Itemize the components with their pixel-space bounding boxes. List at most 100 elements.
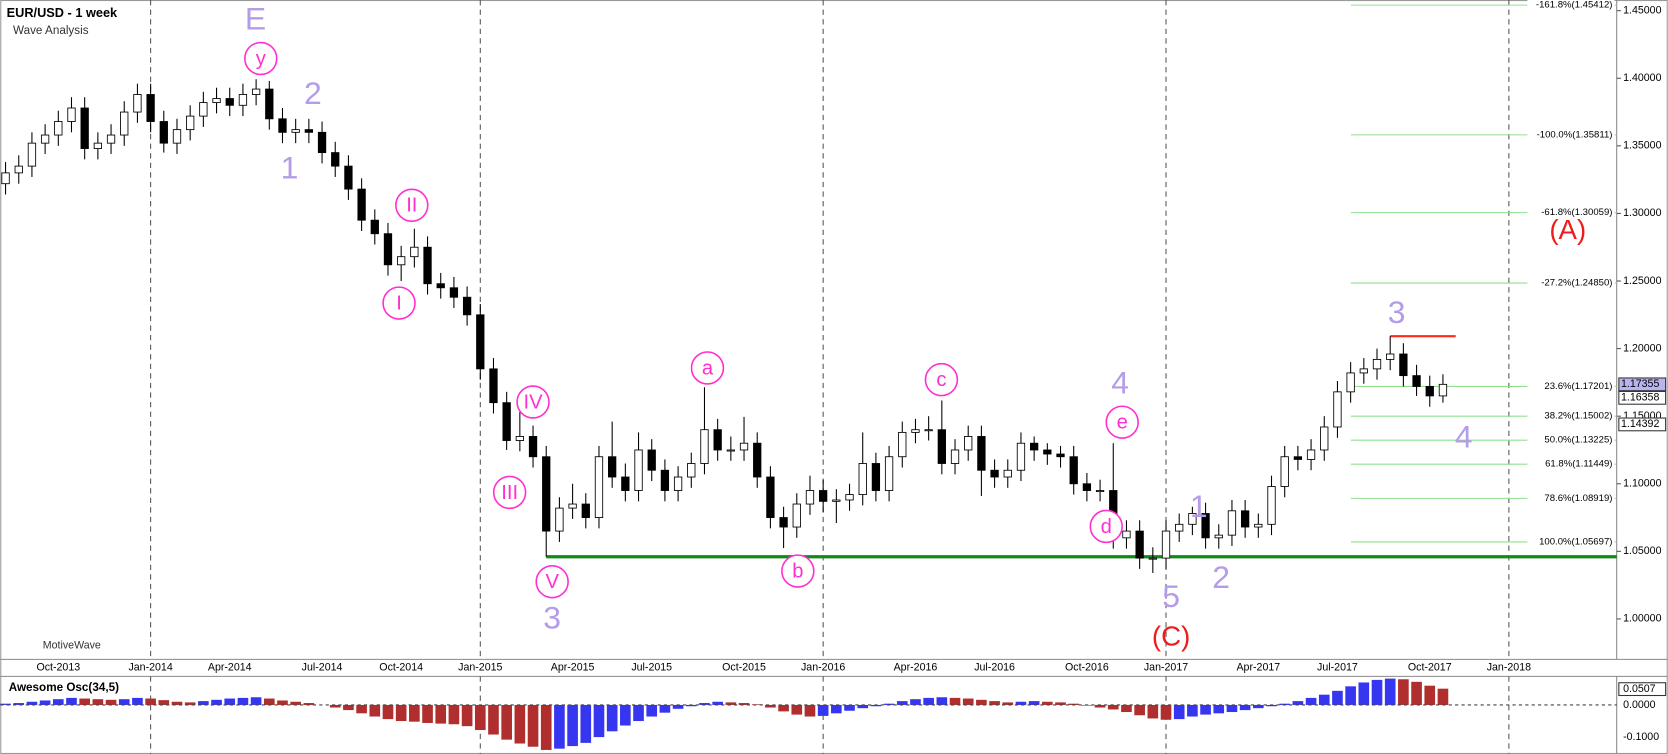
osc-bar (448, 704, 460, 725)
candle-body (502, 402, 511, 441)
osc-bar (1160, 704, 1172, 720)
osc-bar (39, 700, 51, 705)
candle-body (172, 129, 182, 144)
candle-body (159, 121, 168, 144)
fib-label-bg (1527, 276, 1615, 290)
candle-body (291, 129, 300, 133)
candle-body (1306, 449, 1316, 460)
osc-bar (1068, 703, 1080, 705)
wave-circle (1105, 405, 1139, 439)
candle-body (871, 463, 881, 491)
osc-bar (501, 704, 512, 740)
wave-circle (781, 554, 815, 588)
fib-label-bg (1527, 457, 1615, 471)
osc-bar (118, 699, 130, 705)
candle-body (1412, 375, 1421, 387)
candle-body (1386, 353, 1395, 360)
candle-body (304, 129, 314, 133)
osc-bar (1358, 682, 1370, 705)
wave-label: 4 (1455, 419, 1473, 455)
osc-bar (910, 699, 921, 705)
candle-body (1399, 353, 1408, 377)
osc-bar (461, 704, 473, 727)
wave-label: III (501, 482, 518, 504)
candle-body (884, 456, 894, 491)
price-box-label: 1.17355 (1621, 378, 1659, 390)
osc-bar (712, 701, 723, 705)
candle-body (845, 494, 854, 501)
osc-bar (659, 704, 671, 713)
osc-value-label: 0.0507 (1623, 683, 1656, 695)
candle-body (594, 456, 604, 518)
candle-body (146, 94, 155, 122)
x-tick-label: Oct-2016 (1065, 662, 1109, 674)
price-box (1618, 417, 1667, 432)
candle-body (581, 503, 590, 518)
osc-bar (1173, 704, 1185, 720)
candle-body (739, 442, 749, 451)
fib-label: 38.2%(1.15002) (1544, 411, 1612, 422)
osc-bar (738, 703, 750, 705)
osc-bar (1371, 679, 1383, 705)
candle-body (186, 115, 195, 131)
fib-label-bg (1527, 491, 1615, 505)
candle-body (489, 368, 498, 404)
candle-body (1214, 534, 1223, 539)
osc-bar (527, 704, 539, 747)
candle-body (1320, 426, 1329, 451)
wave-label: (C) (1152, 620, 1190, 651)
osc-bar (923, 697, 934, 705)
osc-bar (580, 704, 592, 743)
wave-label: a (702, 357, 714, 379)
x-tick-label: Jul-2014 (302, 662, 343, 674)
candle-body (634, 449, 643, 491)
candle-body (1346, 372, 1355, 393)
osc-bar (962, 698, 974, 705)
osc-bar (290, 701, 301, 705)
wave-label: I (396, 292, 402, 314)
wave-label: y (256, 48, 267, 70)
candle-body (1135, 530, 1144, 559)
osc-bar (1002, 702, 1014, 705)
wave-circle (690, 351, 725, 385)
osc-bar (343, 704, 354, 711)
osc-bar (1266, 704, 1277, 707)
candle-body (1333, 391, 1342, 428)
candle-body (344, 165, 353, 190)
candle-body (462, 296, 472, 316)
osc-bar (356, 704, 367, 714)
y-tick-label: 1.45000 (1623, 4, 1661, 16)
x-tick-label: Jan-2017 (1144, 662, 1188, 674)
candle-body (792, 503, 801, 528)
osc-bar (633, 704, 644, 722)
wave-label: V (545, 571, 559, 593)
candle-body (753, 442, 762, 478)
osc-bar (685, 704, 697, 707)
fib-label: -161.8%(1.45412) (1536, 0, 1613, 11)
osc-bar (132, 697, 143, 705)
candle-body (542, 456, 551, 532)
candle-body (726, 449, 735, 452)
osc-bar (936, 697, 948, 705)
osc-bar (1305, 697, 1317, 705)
candle-body (858, 463, 867, 496)
candle-body (568, 503, 577, 509)
x-tick-label: Apr-2014 (208, 662, 252, 674)
candle-body (397, 256, 406, 266)
osc-bar (1055, 702, 1066, 705)
candle-body (331, 152, 340, 167)
candle-body (1254, 523, 1263, 528)
osc-bar (92, 699, 104, 705)
candle-body (120, 111, 129, 136)
osc-bar (435, 704, 447, 724)
osc-bar (171, 701, 183, 705)
osc-bar (488, 704, 499, 735)
osc-bar (1239, 704, 1251, 711)
candle-body (1082, 483, 1092, 491)
osc-bar (79, 698, 90, 705)
y-tick-label: 1.20000 (1623, 342, 1661, 354)
candle-body (766, 476, 775, 518)
osc-bar (26, 701, 38, 705)
osc-bar (751, 704, 763, 705)
osc-value-box (1618, 682, 1667, 697)
